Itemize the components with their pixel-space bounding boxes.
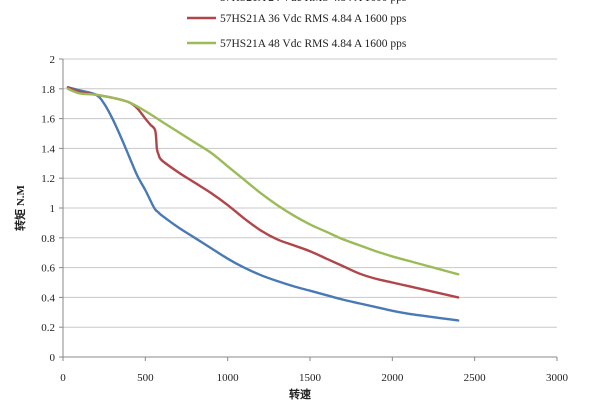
y-tick-label: 0.4 xyxy=(41,292,55,304)
y-tick-label: 0.8 xyxy=(41,233,55,245)
series-line-1 xyxy=(66,86,460,322)
y-tick-label: 1.6 xyxy=(41,114,55,126)
y-tick-label: 1.4 xyxy=(41,143,55,155)
x-axis-label: 转速 xyxy=(289,387,311,400)
y-tick-label: 1 xyxy=(50,203,56,215)
series-line-2 xyxy=(66,86,460,299)
y-tick-label: 0 xyxy=(50,352,56,364)
x-tick-label: 2000 xyxy=(381,372,404,384)
legend-label-3: 57HS21A 48 Vdc RMS 4.84 A 1600 pps xyxy=(220,38,407,50)
y-tick-label: 1.2 xyxy=(41,173,55,185)
x-tick-label: 1500 xyxy=(299,372,322,384)
x-tick-label: 500 xyxy=(137,372,154,384)
axes: 0 0.2 0.4 0.6 0.8 1 1.2 1.4 1.6 1.8 2 0 500 1000 1500 2… xyxy=(41,54,568,384)
gridlines xyxy=(63,58,557,328)
y-tick-label: 0.2 xyxy=(41,322,55,334)
series-line-3 xyxy=(66,87,460,276)
x-tick-label: 0 xyxy=(60,372,66,384)
y-axis-label: 转矩 N.M xyxy=(13,184,27,230)
legend-label-1: 57HS21A 24 Vdc RMS 4.84 A 1600 pps xyxy=(220,0,407,4)
y-tick-label: 0.6 xyxy=(41,263,55,275)
x-tick-label: 3000 xyxy=(546,372,569,384)
y-tick-label: 2 xyxy=(50,54,56,66)
x-tick-label: 1000 xyxy=(217,372,240,384)
y-tick-label: 1.8 xyxy=(41,84,55,96)
legend: 57HS21A 24 Vdc RMS 4.84 A 1600 pps 57HS21… xyxy=(187,0,407,50)
series-lines xyxy=(66,86,460,322)
x-tick-label: 2500 xyxy=(464,372,487,384)
legend-label-2: 57HS21A 36 Vdc RMS 4.84 A 1600 pps xyxy=(220,13,407,25)
